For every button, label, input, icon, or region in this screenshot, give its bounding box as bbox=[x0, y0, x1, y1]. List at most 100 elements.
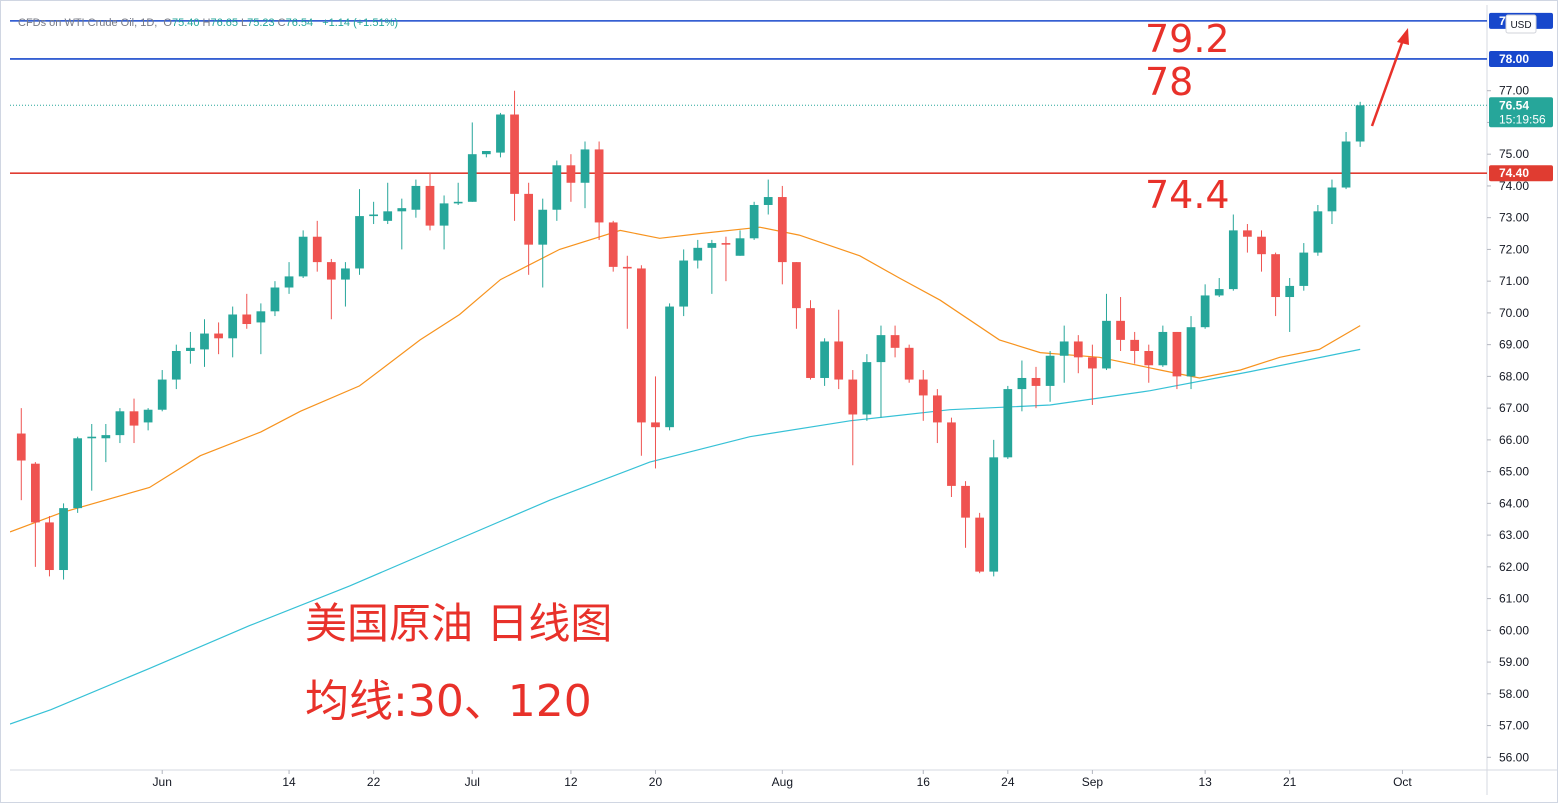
candle-body bbox=[1017, 377, 1027, 390]
legend-key: H bbox=[202, 17, 211, 29]
candle-body bbox=[496, 114, 505, 153]
arrow-head bbox=[1397, 28, 1409, 45]
candle-body bbox=[763, 197, 773, 205]
candle-body bbox=[73, 438, 83, 509]
candle-body bbox=[1313, 211, 1323, 253]
candle-body bbox=[918, 379, 928, 396]
y-tick-label: 72.00 bbox=[1499, 242, 1529, 256]
candle-body bbox=[1059, 341, 1069, 356]
candle-body bbox=[1130, 339, 1140, 351]
candle-body bbox=[355, 216, 364, 269]
candle-body bbox=[1271, 254, 1280, 298]
annotation: 均线:30、120 bbox=[305, 676, 592, 727]
candle-body bbox=[228, 314, 238, 339]
level-badge bbox=[1489, 165, 1553, 182]
candle-body bbox=[59, 508, 68, 571]
x-tick-label: 22 bbox=[367, 775, 381, 789]
candle-body bbox=[1228, 230, 1238, 290]
candle-body bbox=[637, 268, 646, 423]
candle-body bbox=[792, 262, 801, 309]
candle-body bbox=[622, 266, 632, 269]
candle-body bbox=[425, 185, 435, 226]
candle-body bbox=[256, 311, 266, 323]
level-badge bbox=[1489, 50, 1553, 67]
candle-body bbox=[1355, 105, 1365, 142]
candle-body bbox=[679, 260, 689, 307]
ohlc-legend: O75.40 H76.65 L75.23 C76.54 bbox=[163, 17, 316, 29]
x-tick-label: 12 bbox=[564, 775, 578, 789]
candle-body bbox=[157, 379, 167, 410]
candle-body bbox=[1144, 350, 1154, 366]
x-tick-label: Jul bbox=[465, 775, 480, 789]
x-tick-label: 16 bbox=[917, 775, 931, 789]
y-tick-label: 69.00 bbox=[1499, 338, 1529, 352]
candle-body bbox=[1031, 377, 1041, 386]
currency-label: USD bbox=[1510, 20, 1531, 31]
x-tick-label: 21 bbox=[1283, 775, 1297, 789]
y-tick-label: 67.00 bbox=[1499, 401, 1529, 415]
candle-body bbox=[524, 193, 534, 245]
currency-box bbox=[1505, 14, 1537, 34]
candle-body bbox=[326, 262, 336, 280]
candle-body bbox=[411, 185, 421, 210]
candle-body bbox=[1045, 355, 1055, 386]
y-tick-label: 58.00 bbox=[1499, 687, 1529, 701]
y-tick-label: 65.00 bbox=[1499, 465, 1529, 479]
x-tick-label: Oct bbox=[1393, 775, 1412, 789]
candle-body bbox=[115, 411, 125, 436]
y-tick-label: 64.00 bbox=[1499, 496, 1529, 510]
candle-body bbox=[876, 335, 886, 363]
legend-key: C bbox=[277, 17, 286, 29]
candle-body bbox=[171, 350, 181, 380]
x-tick-label: Sep bbox=[1082, 775, 1104, 789]
y-tick-label: 57.00 bbox=[1499, 719, 1529, 733]
candle-body bbox=[1158, 331, 1168, 366]
candle-body bbox=[947, 422, 956, 486]
candle-body bbox=[848, 379, 858, 415]
candle-body bbox=[707, 243, 717, 248]
candle-body bbox=[932, 395, 942, 423]
x-tick-label: 14 bbox=[282, 775, 296, 789]
annotation: 78 bbox=[1145, 60, 1194, 104]
candle-body bbox=[1073, 341, 1083, 358]
candle-body bbox=[101, 435, 111, 439]
candle-body bbox=[1200, 295, 1210, 328]
legend-value: 76.54 bbox=[285, 17, 314, 29]
candle-body bbox=[975, 517, 985, 572]
annotation: 79.2 bbox=[1145, 17, 1230, 61]
candle-body bbox=[862, 362, 872, 415]
candle-body bbox=[904, 347, 914, 380]
candle-body bbox=[481, 151, 491, 155]
candle-body bbox=[270, 287, 280, 312]
x-tick-label: 13 bbox=[1198, 775, 1212, 789]
symbol-title: CFDs on WTI Crude Oil, 1D, bbox=[18, 17, 158, 29]
moving-average-line bbox=[10, 348, 1361, 725]
candle-body bbox=[820, 341, 829, 378]
x-tick-label: Jun bbox=[153, 775, 172, 789]
y-tick-label: 75.00 bbox=[1499, 147, 1529, 161]
candle-body bbox=[1003, 389, 1013, 458]
y-tick-label: 71.00 bbox=[1499, 274, 1529, 288]
legend-value: 76.65 bbox=[210, 17, 238, 29]
candle-body bbox=[735, 238, 745, 256]
y-tick-label: 61.00 bbox=[1499, 592, 1529, 606]
candle-body bbox=[580, 149, 590, 183]
level-label: 74.40 bbox=[1499, 166, 1529, 180]
annotation: 74.4 bbox=[1145, 173, 1230, 217]
candle-body bbox=[721, 243, 731, 245]
candle-body bbox=[989, 457, 999, 572]
candle-body bbox=[1257, 236, 1266, 255]
candle-body bbox=[242, 314, 252, 325]
candle-body bbox=[1088, 357, 1097, 369]
candle-body bbox=[369, 214, 378, 217]
candle-body bbox=[16, 433, 26, 461]
candle-body bbox=[397, 208, 407, 212]
candle-body bbox=[129, 411, 139, 426]
candle-body bbox=[608, 222, 618, 267]
legend-header: CFDs on WTI Crude Oil, 1D, O75.40 H76.65 L… bbox=[18, 17, 401, 29]
candle-body bbox=[538, 209, 548, 245]
candle-body bbox=[341, 268, 350, 280]
candle-body bbox=[693, 247, 703, 261]
candle-body bbox=[298, 236, 308, 277]
y-tick-label: 60.00 bbox=[1499, 623, 1529, 637]
